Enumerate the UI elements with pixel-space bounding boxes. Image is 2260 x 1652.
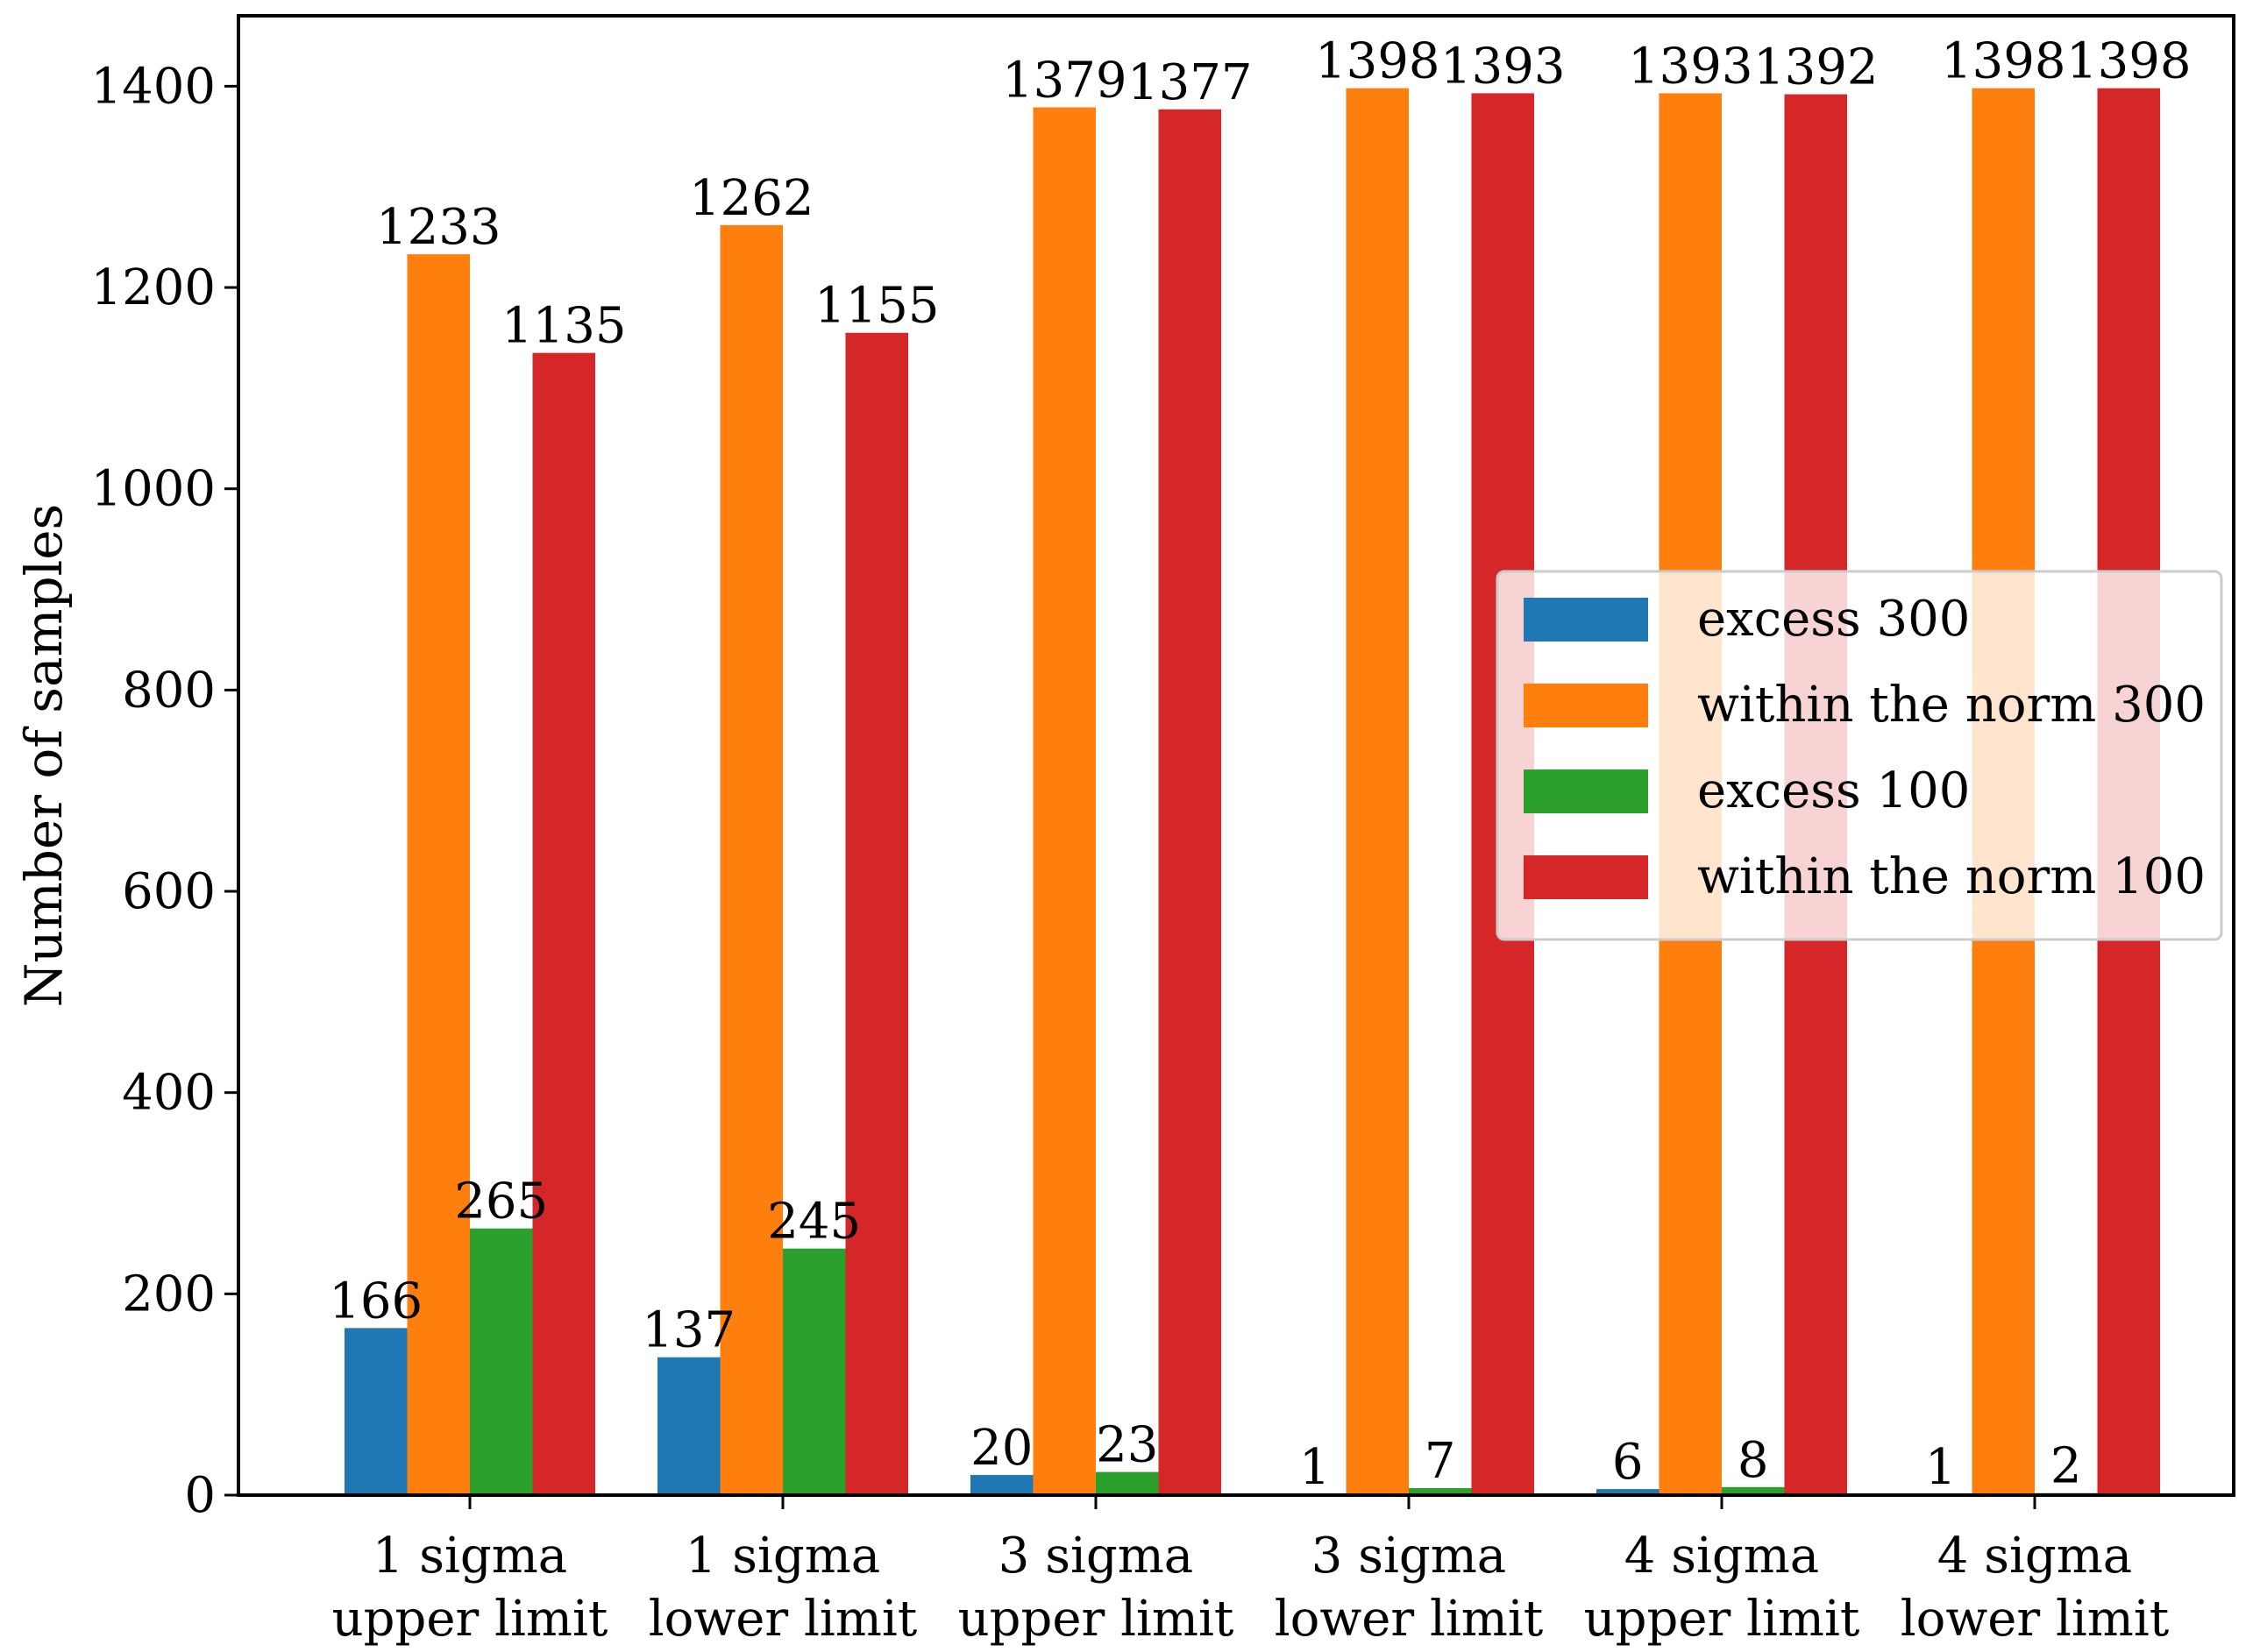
legend-entry-label: within the norm 300 bbox=[1697, 677, 2206, 734]
bar-value-label: 265 bbox=[454, 1173, 548, 1230]
bar-excess-300-3 bbox=[970, 1475, 1034, 1495]
bar-within-the-norm-300-2 bbox=[720, 224, 783, 1496]
bar-value-label: 20 bbox=[970, 1420, 1033, 1477]
x-category-label: 1 sigma bbox=[686, 1528, 880, 1585]
y-tick-label: 0 bbox=[184, 1467, 216, 1524]
bars-group bbox=[345, 88, 2160, 1496]
bar-value-label: 1398 bbox=[1941, 33, 2066, 90]
bar-excess-300-5 bbox=[1596, 1489, 1659, 1495]
y-tick-label: 400 bbox=[122, 1065, 216, 1122]
bar-value-label: 1377 bbox=[1127, 54, 1253, 111]
x-category-label: 1 sigma bbox=[373, 1528, 567, 1585]
bar-excess-100-4 bbox=[1409, 1487, 1472, 1495]
y-axis: 0 200 400 600 800 1000 1200 1400 bbox=[90, 58, 238, 1524]
bar-value-label: 137 bbox=[642, 1302, 736, 1359]
bar-value-label: 7 bbox=[1425, 1433, 1456, 1490]
bar-within-the-norm-100-3 bbox=[1158, 109, 1221, 1495]
bar-value-label: 1393 bbox=[1440, 38, 1566, 95]
y-tick-label: 800 bbox=[122, 662, 216, 719]
y-tick-label: 200 bbox=[122, 1266, 216, 1322]
plot-frame bbox=[237, 14, 2235, 1497]
bar-value-label: 166 bbox=[329, 1273, 423, 1329]
bar-value-label: 1 bbox=[1925, 1439, 1957, 1496]
y-axis-title: Number of samples bbox=[14, 504, 74, 1008]
bar-excess-100-5 bbox=[1722, 1486, 1785, 1495]
bar-value-label: 1 bbox=[1299, 1439, 1331, 1496]
legend-swatch bbox=[1524, 684, 1648, 727]
bar-within-the-norm-100-1 bbox=[532, 352, 595, 1495]
legend-swatch bbox=[1524, 769, 1648, 813]
x-category-label: upper limit bbox=[958, 1591, 1234, 1648]
bar-excess-100-3 bbox=[1096, 1471, 1159, 1495]
bar-within-the-norm-300-1 bbox=[407, 254, 470, 1495]
bar-value-label: 2 bbox=[2050, 1438, 2082, 1495]
legend-swatch bbox=[1524, 855, 1648, 899]
x-category-label: lower limit bbox=[1275, 1591, 1544, 1648]
y-tick-label: 600 bbox=[122, 863, 216, 920]
bar-value-label: 1262 bbox=[689, 170, 814, 227]
bar-within-the-norm-300-4 bbox=[1346, 88, 1409, 1496]
bar-value-label: 1233 bbox=[376, 199, 501, 256]
legend: excess 300 within the norm 300 excess 100 w… bbox=[1496, 570, 2223, 941]
legend-entry-label: excess 100 bbox=[1697, 762, 1970, 819]
x-category-label: 4 sigma bbox=[1624, 1528, 1819, 1585]
legend-entry-label: excess 300 bbox=[1697, 591, 1970, 648]
bar-value-label: 1393 bbox=[1628, 38, 1753, 95]
legend-frame bbox=[1496, 570, 2223, 941]
bar-value-label: 1135 bbox=[501, 298, 627, 355]
bar-within-the-norm-100-2 bbox=[845, 332, 908, 1495]
x-category-label: lower limit bbox=[1901, 1591, 2170, 1648]
bar-excess-100-2 bbox=[783, 1248, 846, 1495]
bar-value-label: 6 bbox=[1612, 1434, 1644, 1491]
legend-swatch bbox=[1524, 598, 1648, 642]
bar-value-label: 1398 bbox=[1315, 33, 1440, 90]
x-category-label: 4 sigma bbox=[1937, 1528, 2132, 1585]
x-category-label: 3 sigma bbox=[1311, 1528, 1506, 1585]
bar-value-label: 1398 bbox=[2066, 33, 2192, 90]
x-category-label: upper limit bbox=[1584, 1591, 1860, 1648]
y-tick-label: 1200 bbox=[90, 259, 216, 316]
y-tick-label: 1000 bbox=[90, 461, 216, 518]
bar-excess-100-1 bbox=[470, 1228, 533, 1495]
x-axis: 1 sigma upper limit 1 sigma lower limit 3 si… bbox=[332, 1495, 2170, 1648]
bar-excess-300-2 bbox=[657, 1357, 721, 1495]
bar-value-label: 23 bbox=[1096, 1417, 1158, 1474]
bar-excess-300-1 bbox=[345, 1328, 408, 1495]
bar-value-label: 1392 bbox=[1753, 39, 1879, 96]
legend-entry-label: within the norm 100 bbox=[1697, 848, 2206, 905]
bar-value-label: 1155 bbox=[814, 278, 940, 335]
x-category-label: lower limit bbox=[649, 1591, 918, 1648]
y-tick-label: 1400 bbox=[90, 58, 216, 115]
x-category-label: upper limit bbox=[332, 1591, 608, 1648]
bar-value-label: 1379 bbox=[1002, 52, 1127, 109]
bar-value-label: 245 bbox=[767, 1194, 861, 1251]
x-category-label: 3 sigma bbox=[999, 1528, 1193, 1585]
bar-within-the-norm-300-3 bbox=[1033, 107, 1096, 1495]
bar-value-label: 8 bbox=[1738, 1432, 1769, 1489]
